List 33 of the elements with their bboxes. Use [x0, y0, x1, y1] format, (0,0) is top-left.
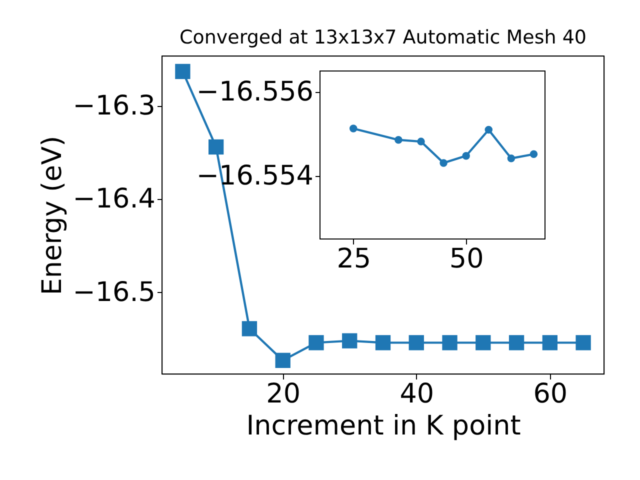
x-tick-label: 50: [449, 244, 484, 274]
point: [242, 321, 258, 336]
point: [175, 64, 190, 80]
point: [342, 333, 358, 348]
y-tick-label: −16.556: [196, 76, 314, 108]
point: [308, 335, 324, 350]
point: [417, 138, 425, 146]
x-tick-label: 40: [400, 378, 434, 410]
x-tick-label: 60: [533, 378, 568, 410]
point: [530, 150, 538, 158]
point: [542, 335, 558, 350]
point: [394, 136, 402, 144]
y-tick-label: −16.5: [72, 276, 156, 308]
chart-title: Converged at 13x13x7 Automatic Mesh 40: [179, 26, 587, 48]
point: [208, 139, 224, 155]
point: [484, 126, 493, 134]
y-tick-label: −16.4: [72, 184, 156, 215]
point: [375, 335, 391, 350]
x-tick-label: 25: [336, 244, 372, 274]
point: [408, 335, 424, 350]
point: [476, 335, 491, 350]
x-axis-title: Increment in K point: [246, 410, 521, 442]
point: [275, 352, 290, 368]
point: [462, 152, 470, 160]
point: [508, 335, 524, 350]
x-tick-label: 20: [266, 378, 301, 410]
point: [442, 335, 458, 350]
y-axis-title: Energy (eV): [36, 136, 68, 296]
point: [349, 124, 358, 132]
y-tick-label: −16.3: [72, 90, 156, 122]
point: [440, 159, 448, 167]
point: [507, 154, 516, 162]
point: [576, 335, 591, 350]
